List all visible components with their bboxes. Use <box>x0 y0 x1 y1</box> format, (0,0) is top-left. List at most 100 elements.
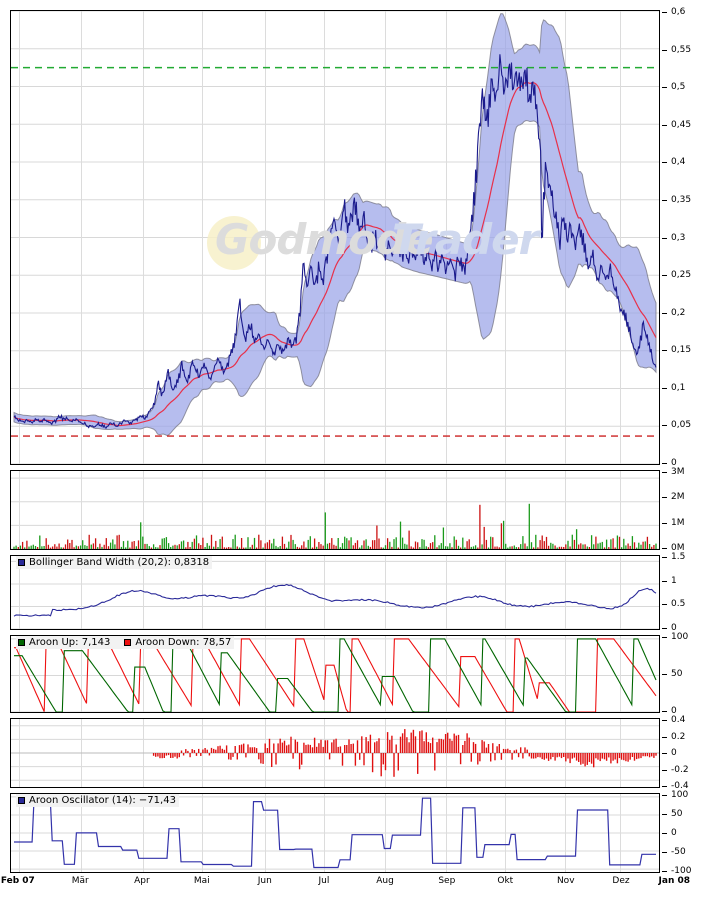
price-y-axis-tick: 0,55 <box>671 44 692 55</box>
price-y-axis-tick-mark <box>662 237 667 239</box>
aroon-legend[interactable]: Aroon Up: 7,143 Aroon Down: 78,57 <box>16 636 235 649</box>
price-chart-plot <box>11 11 659 464</box>
histogram-y-axis: 0.4 0.2 0 -0.2 -0.4 <box>662 715 720 791</box>
price-y-axis-tick: 0,4 <box>671 157 686 168</box>
x-axis-label: Okt <box>497 876 514 886</box>
aroon-oscillator-y-axis-tick-mark <box>662 871 667 872</box>
bollinger-band-width-y-axis-tick-mark <box>662 604 667 606</box>
x-axis-label: Mär <box>71 876 89 886</box>
bollinger-band-width-y-axis: 1.5 1 0.5 0 <box>662 552 720 633</box>
price-y-axis-tick: 0,5 <box>671 82 686 93</box>
price-y-axis-tick: 0,2 <box>671 307 686 318</box>
price-y-axis-tick: 0,1 <box>671 382 686 393</box>
volume-y-axis-tick-mark <box>662 548 667 549</box>
aroon-oscillator-legend[interactable]: Aroon Oscillator (14): −71,43 <box>16 794 179 807</box>
aroon-down-swatch <box>124 639 132 646</box>
aroon-plot <box>11 636 659 712</box>
price-y-axis-tick-mark <box>662 124 667 126</box>
price-y-axis-tick: 0,05 <box>671 420 692 431</box>
price-y-axis-tick: 0,35 <box>671 194 692 205</box>
price-y-axis-tick-mark <box>662 12 667 13</box>
bollinger-band-width-y-axis-tick-mark <box>662 628 667 629</box>
aroon-y-axis-tick-mark <box>662 711 667 712</box>
aroon-oscillator-swatch <box>18 797 25 804</box>
price-y-axis-tick-mark <box>662 49 667 51</box>
aroon-oscillator-y-axis-tick-mark <box>662 795 667 796</box>
aroon-y-axis-tick: 50 <box>671 669 683 679</box>
aroon-y-axis-tick-mark <box>662 674 667 675</box>
histogram-y-axis-tick: 0.4 <box>671 715 686 725</box>
histogram-plot <box>11 719 659 787</box>
price-y-axis-tick-mark <box>662 162 667 164</box>
aroon-oscillator-label: Aroon Oscillator (14): −71,43 <box>29 795 176 806</box>
bollinger-band-width-swatch <box>18 559 25 566</box>
aroon-oscillator-y-axis-tick: 50 <box>671 809 683 819</box>
histogram-y-axis-tick-mark <box>662 720 667 721</box>
aroon-oscillator-y-axis-tick-mark <box>662 852 667 853</box>
bollinger-band-width-y-axis-tick: 1.5 <box>671 552 686 562</box>
volume-panel <box>10 470 660 550</box>
aroon-up-swatch <box>18 639 25 646</box>
x-axis-label: Jun <box>257 876 272 886</box>
volume-y-axis-tick: 3M <box>671 467 685 477</box>
histogram-y-axis-tick: 0.2 <box>671 731 686 742</box>
histogram-y-axis-tick: -0.4 <box>671 781 689 791</box>
volume-plot <box>11 471 659 549</box>
volume-y-axis-tick-mark <box>662 472 667 473</box>
histogram-y-axis-tick: 0 <box>671 748 677 758</box>
price-y-axis-tick-mark <box>662 87 667 89</box>
price-y-axis-tick: 0,3 <box>671 232 686 243</box>
histogram-y-axis-tick: -0.2 <box>671 764 689 775</box>
price-y-axis-tick: 0,6 <box>671 7 686 17</box>
aroon-oscillator-y-axis-tick-mark <box>662 814 667 815</box>
volume-y-axis-tick: 0M <box>671 543 685 553</box>
volume-y-axis-tick-mark <box>662 497 667 499</box>
aroon-y-axis-tick: 100 <box>671 632 689 642</box>
histogram-y-axis-tick-mark <box>662 769 667 771</box>
x-axis-label: Dez <box>612 876 630 886</box>
volume-y-axis-tick: 1M <box>671 517 685 528</box>
bollinger-band-width-y-axis-tick-mark <box>662 557 667 558</box>
bollinger-band-width-legend[interactable]: Bollinger Band Width (20,2): 0,8318 <box>16 556 213 569</box>
price-y-axis: 0,6 0,55 0,5 0,45 0,4 0,35 0,3 0,25 0,2 0,15 0,1 0,… <box>662 7 720 468</box>
volume-y-axis-tick-mark <box>662 522 667 524</box>
x-axis-label: Jan 08 <box>658 876 691 886</box>
aroon-up-label: Aroon Up: 7,143 <box>29 637 111 648</box>
x-axis-label: Aug <box>376 876 394 886</box>
volume-y-axis: 3M 2M 1M 0M <box>662 467 720 553</box>
bollinger-band-width-y-axis-tick: 0 <box>671 623 677 633</box>
price-y-axis-tick-mark <box>662 425 667 427</box>
aroon-oscillator-y-axis-tick-mark <box>662 833 667 834</box>
histogram-y-axis-tick-mark <box>662 736 667 738</box>
aroon-oscillator-y-axis: 100 50 0 -50 -100 <box>662 791 720 876</box>
x-axis-label: Feb 07 <box>0 876 35 886</box>
price-y-axis-tick-mark <box>662 350 667 352</box>
price-y-axis-tick-mark <box>662 463 667 464</box>
x-axis-label: Mai <box>193 876 210 886</box>
x-axis-label: Sep <box>438 876 456 886</box>
aroon-oscillator-y-axis-tick: 0 <box>671 828 677 838</box>
price-y-axis-tick: 0,15 <box>671 345 692 356</box>
bollinger-band-width-label: Bollinger Band Width (20,2): 0,8318 <box>29 557 210 568</box>
price-y-axis-tick: 0,25 <box>671 270 692 281</box>
aroon-oscillator-y-axis-tick: -100 <box>671 866 692 876</box>
bollinger-band-width-y-axis-tick: 1 <box>671 575 677 586</box>
x-axis-label: Apr <box>134 876 150 886</box>
aroon-down-label: Aroon Down: 78,57 <box>135 637 232 648</box>
aroon-y-axis: 100 50 0 <box>662 632 720 716</box>
price-y-axis-tick-mark <box>662 275 667 277</box>
price-y-axis-tick-mark <box>662 199 667 201</box>
x-axis: Feb 07 Mär Apr Mai Jun Jul Aug Sep Okt Nov Dez Jan … <box>1 874 690 890</box>
price-y-axis-tick-mark <box>662 312 667 314</box>
aroon-y-axis-tick: 0 <box>671 706 677 716</box>
x-axis-label: Nov <box>556 876 575 886</box>
volume-y-axis-tick: 2M <box>671 492 685 503</box>
bollinger-band-width-y-axis-tick-mark <box>662 580 667 582</box>
aroon-y-axis-tick-mark <box>662 637 667 638</box>
x-axis-label: Jul <box>318 876 330 886</box>
price-chart-panel: Godmode Trader <box>10 10 660 465</box>
bollinger-band-width-y-axis-tick: 0.5 <box>671 599 686 610</box>
histogram-y-axis-tick-mark <box>662 753 667 754</box>
price-y-axis-tick: 0,45 <box>671 119 692 130</box>
